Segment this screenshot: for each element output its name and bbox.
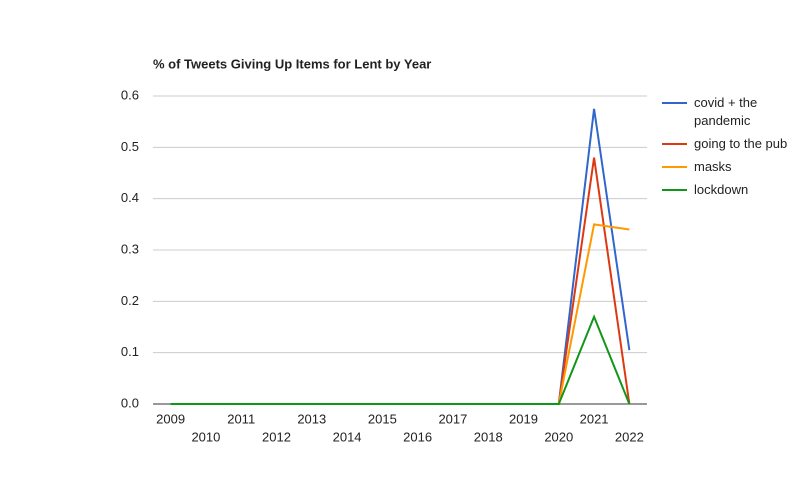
chart-title: % of Tweets Giving Up Items for Lent by … — [153, 56, 431, 71]
x-tick-label: 2012 — [262, 429, 291, 444]
legend: covid + the pandemic going to the pub mask… — [660, 94, 790, 204]
x-tick-label: 2014 — [333, 429, 362, 444]
legend-label: going to the pub — [694, 136, 788, 151]
x-tick-label: 2022 — [615, 429, 644, 444]
y-tick-label: 0.6 — [121, 87, 139, 102]
legend-swatch — [662, 189, 687, 191]
x-tick-label: 2009 — [156, 411, 185, 426]
x-tick-label: 2016 — [403, 429, 432, 444]
x-tick-label: 2017 — [438, 411, 467, 426]
y-tick-label: 0.3 — [121, 241, 139, 256]
series-line — [170, 314, 631, 405]
legend-swatch — [662, 166, 687, 168]
y-tick-label: 0.2 — [121, 293, 139, 308]
series-line — [170, 157, 631, 405]
legend-label: lockdown — [694, 182, 749, 197]
legend-item: masks — [660, 158, 790, 176]
legend-swatch — [662, 143, 687, 145]
y-tick-label: 0.5 — [121, 139, 139, 154]
x-tick-label: 2020 — [544, 429, 573, 444]
x-tick-label: 2018 — [474, 429, 503, 444]
y-tick-label: 0.1 — [121, 344, 139, 359]
x-tick-label: 2021 — [580, 411, 609, 426]
legend-item: going to the pub — [660, 135, 790, 153]
y-tick-label: 0.0 — [121, 395, 139, 410]
legend-item: lockdown — [660, 181, 790, 199]
x-tick-label: 2019 — [509, 411, 538, 426]
x-tick-label: 2011 — [227, 411, 255, 426]
x-tick-label: 2015 — [368, 411, 397, 426]
x-tick-label: 2010 — [191, 429, 220, 444]
legend-swatch — [662, 102, 687, 104]
legend-label: covid + the pandemic — [694, 95, 758, 128]
legend-label: masks — [694, 159, 732, 174]
series-line — [170, 223, 630, 405]
legend-item: covid + the pandemic — [660, 94, 790, 130]
y-tick-label: 0.4 — [121, 190, 139, 205]
series-line — [170, 108, 631, 405]
x-tick-label: 2013 — [297, 411, 326, 426]
